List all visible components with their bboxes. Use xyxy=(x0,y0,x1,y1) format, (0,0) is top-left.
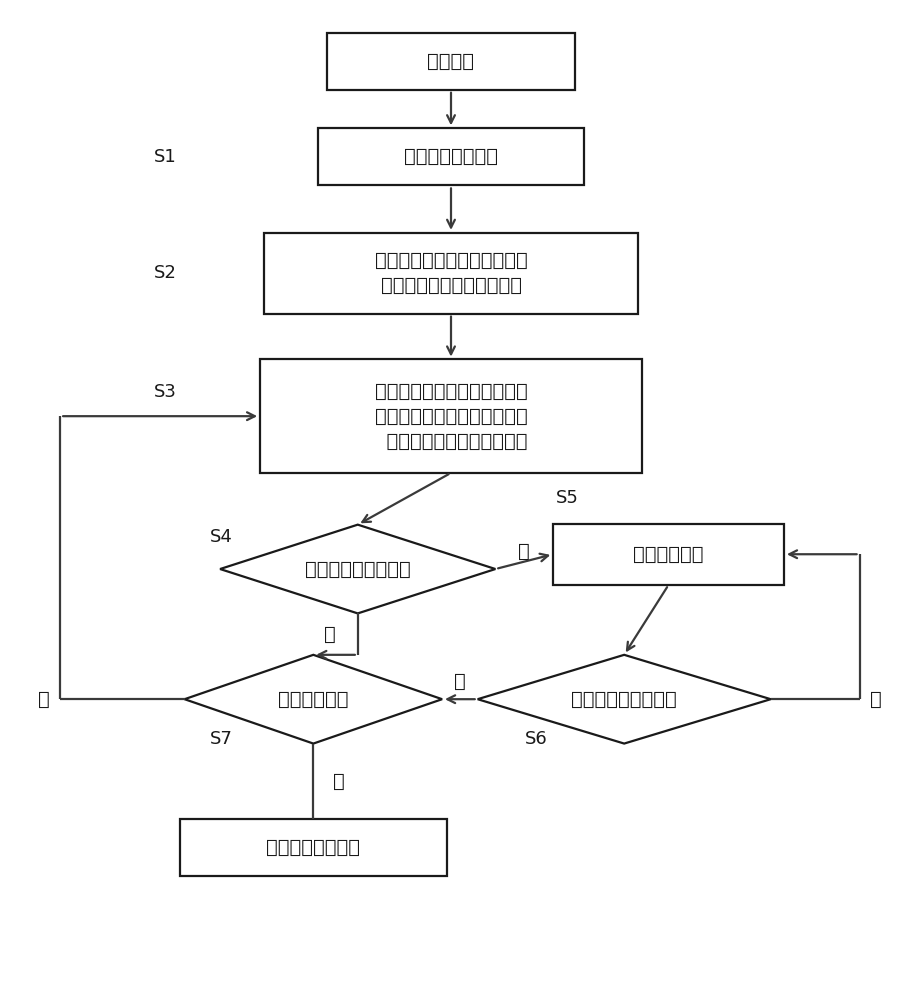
Text: 车辆启动: 车辆启动 xyxy=(428,52,474,71)
FancyBboxPatch shape xyxy=(553,524,784,585)
Polygon shape xyxy=(220,525,495,613)
Text: S7: S7 xyxy=(209,730,233,748)
Text: 整车控制器收到的相关信息，
决策并切换至相应的智能驾驶
  模式，控制车辆驶向目的地: 整车控制器收到的相关信息， 决策并切换至相应的智能驾驶 模式，控制车辆驶向目的地 xyxy=(374,382,528,451)
FancyBboxPatch shape xyxy=(264,233,638,314)
FancyBboxPatch shape xyxy=(318,128,584,185)
Polygon shape xyxy=(185,655,442,744)
Text: S6: S6 xyxy=(525,730,548,748)
Text: S1: S1 xyxy=(153,148,176,166)
Text: 采取应急措施: 采取应急措施 xyxy=(633,545,704,564)
Text: 到达目的地？: 到达目的地？ xyxy=(278,690,348,709)
Text: 是: 是 xyxy=(454,672,465,691)
Text: 否: 否 xyxy=(870,690,882,709)
Text: 否: 否 xyxy=(324,625,336,644)
Text: S3: S3 xyxy=(153,383,177,401)
Text: 突发危险工况解除？: 突发危险工况解除？ xyxy=(571,690,677,709)
Text: 智能驾驶系统关闭: 智能驾驶系统关闭 xyxy=(266,838,360,857)
Text: 智能驾驶系统启动: 智能驾驶系统启动 xyxy=(404,147,498,166)
Text: S4: S4 xyxy=(209,528,233,546)
Polygon shape xyxy=(478,655,770,744)
Text: S2: S2 xyxy=(153,264,177,282)
FancyBboxPatch shape xyxy=(260,359,642,473)
FancyBboxPatch shape xyxy=(327,33,575,90)
Text: 整车控制器根据全局路径信息
和目的地信息规划行驶路径: 整车控制器根据全局路径信息 和目的地信息规划行驶路径 xyxy=(374,251,528,295)
FancyBboxPatch shape xyxy=(180,819,446,876)
Text: 否: 否 xyxy=(38,690,50,709)
Text: 是: 是 xyxy=(519,542,530,561)
Text: S5: S5 xyxy=(556,489,579,507)
Text: 是: 是 xyxy=(333,772,345,791)
Text: 进入突发危险工况？: 进入突发危险工况？ xyxy=(305,560,410,579)
